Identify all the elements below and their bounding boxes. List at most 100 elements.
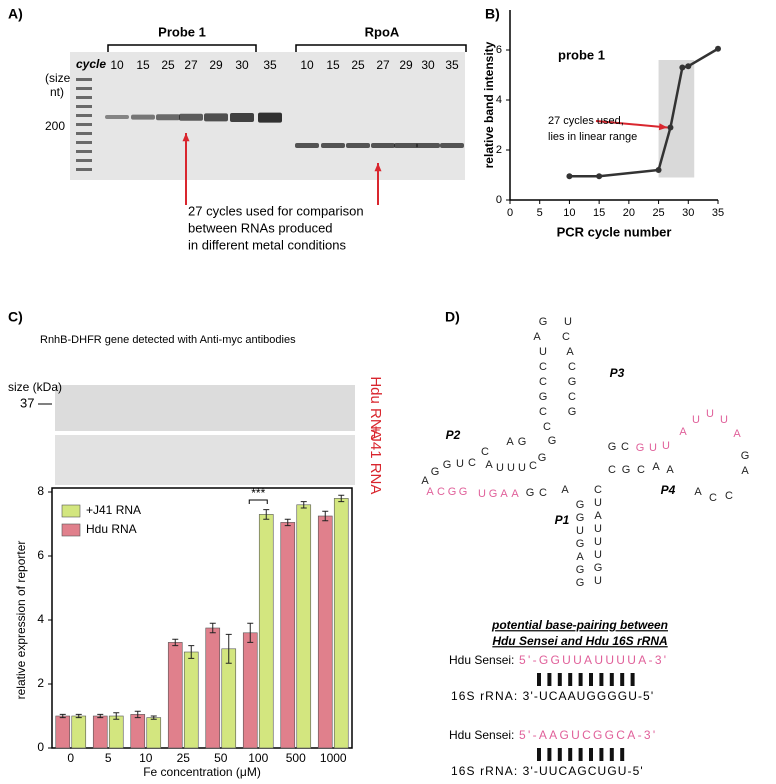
lane-label: 27	[184, 58, 198, 72]
ladder-band	[76, 141, 92, 144]
pair-sequence: 16S rRNA: 3'-UCAAUGGGGU-5'	[451, 689, 654, 703]
bar	[242, 632, 258, 749]
group-label: Probe 1	[158, 24, 206, 39]
y-tick-label: 6	[496, 44, 502, 56]
band	[394, 143, 418, 148]
base: A	[511, 488, 519, 500]
error-bar	[150, 715, 157, 720]
pairing-title: Hdu Sensei and Hdu 16S rRNA	[492, 634, 667, 648]
base: G	[526, 487, 535, 499]
base: U	[594, 575, 602, 587]
x-tick-label: 35	[712, 207, 724, 219]
base: C	[468, 457, 476, 469]
lane-label: 29	[209, 58, 223, 72]
base: C	[529, 460, 537, 472]
base: A	[561, 484, 569, 496]
base: C	[543, 421, 551, 433]
base: A	[506, 436, 514, 448]
base: G	[489, 488, 498, 500]
legend-swatch	[61, 523, 81, 537]
pair-bar	[589, 673, 593, 686]
x-tick-label: 0	[507, 207, 513, 219]
annotation: in different metal conditions	[188, 237, 347, 252]
x-tick-label: 15	[593, 207, 605, 219]
pair-bar	[578, 673, 583, 686]
lane-label: 10	[300, 58, 314, 72]
band	[346, 143, 370, 148]
ladder-band	[76, 78, 92, 81]
base: G	[443, 459, 452, 471]
pair-bar	[599, 673, 604, 686]
pair-bar	[547, 748, 552, 761]
ladder-band	[76, 114, 92, 117]
pair-bar	[537, 673, 541, 686]
lane-label: 15	[326, 58, 340, 72]
blot	[55, 385, 355, 431]
base: C	[539, 376, 547, 388]
x-tick-label: 5	[105, 751, 112, 765]
base: U	[564, 316, 572, 328]
y-tick-label: 4	[37, 612, 44, 626]
x-tick-label: 30	[682, 207, 694, 219]
base: U	[456, 458, 464, 470]
base: G	[636, 442, 645, 454]
bar	[205, 627, 221, 749]
arrow-head	[374, 163, 382, 172]
lane-label: 29	[399, 58, 413, 72]
base: U	[662, 440, 670, 452]
base: A	[666, 464, 674, 476]
base: A	[500, 488, 508, 500]
bar	[71, 715, 87, 749]
base: A	[533, 331, 541, 343]
error-bar	[284, 518, 291, 527]
chart-title: probe 1	[558, 47, 605, 62]
error-bar	[247, 622, 254, 643]
error-bar	[97, 713, 104, 719]
band	[258, 112, 282, 123]
x-axis-label: Fe concentration (μM)	[143, 765, 261, 779]
band	[371, 143, 395, 148]
base: G	[568, 376, 577, 388]
blot	[55, 435, 355, 485]
bracket	[107, 44, 257, 52]
legend-label: +J41 RNA	[86, 503, 141, 517]
x-tick-label: 25	[652, 207, 664, 219]
ladder-band	[76, 123, 92, 126]
base: G	[459, 486, 468, 498]
base: G	[539, 391, 548, 403]
bar	[130, 714, 146, 749]
base: U	[720, 414, 728, 426]
band	[179, 113, 203, 121]
base: A	[594, 510, 602, 522]
pair-bar	[557, 748, 562, 761]
base: G	[576, 499, 585, 511]
base: C	[539, 406, 547, 418]
base: C	[437, 486, 445, 498]
bar	[146, 717, 162, 749]
plot-frame	[51, 487, 353, 749]
y-tick-label: 6	[37, 548, 44, 562]
base: C	[568, 361, 576, 373]
y-tick-label: 2	[37, 676, 44, 690]
base: C	[594, 484, 602, 496]
base: G	[538, 452, 547, 464]
lane-label: 10	[110, 58, 124, 72]
pair-bar	[609, 673, 614, 686]
bar	[108, 715, 124, 749]
y-tick-label: 2	[496, 144, 502, 156]
y-tick-label: 4	[496, 94, 502, 106]
annotation: between RNAs produced	[188, 220, 333, 235]
x-tick-label: 0	[67, 751, 74, 765]
lane-label: 35	[263, 58, 277, 72]
base: G	[576, 512, 585, 524]
x-tick-label: 5	[537, 207, 543, 219]
band	[204, 113, 228, 122]
base: A	[733, 428, 741, 440]
base: U	[594, 549, 602, 561]
pair-bar	[599, 748, 604, 761]
base: G	[539, 316, 548, 328]
band	[105, 115, 129, 119]
point	[715, 45, 721, 52]
ladder-band	[76, 159, 92, 162]
